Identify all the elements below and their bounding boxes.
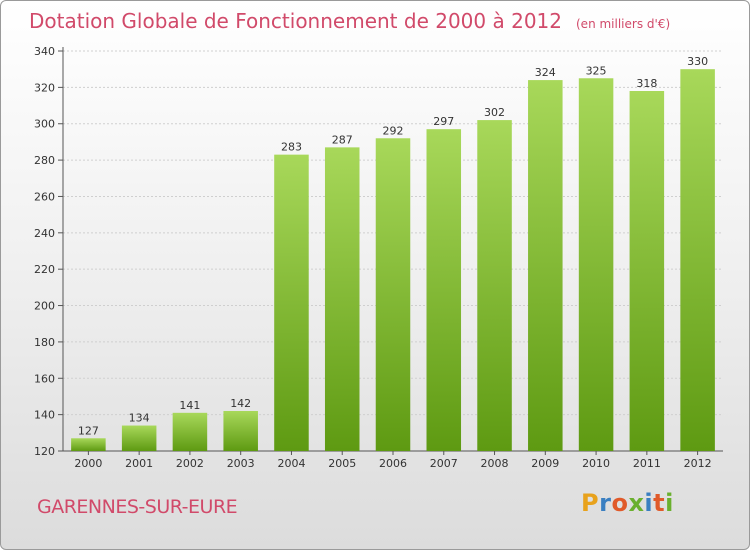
logo-letter: o (611, 489, 629, 517)
logo-letter: r (599, 489, 612, 517)
bar (477, 120, 512, 451)
bar (172, 412, 208, 451)
x-tick-label: 2002 (176, 457, 204, 470)
y-tick-label: 120 (34, 445, 55, 458)
bar-value-label: 302 (484, 106, 505, 119)
bar-value-label: 283 (281, 141, 302, 154)
bar (274, 154, 309, 452)
x-tick-label: 2008 (481, 457, 509, 470)
y-tick-label: 240 (34, 227, 55, 240)
bar-value-label: 287 (332, 133, 353, 146)
town-name: GARENNES-SUR-EURE (37, 496, 238, 518)
y-tick-label: 140 (34, 409, 55, 422)
proxiti-logo: Proxiti (581, 489, 674, 517)
bars (71, 69, 715, 452)
x-tick-label: 2006 (379, 457, 407, 470)
y-tick-label: 280 (34, 154, 55, 167)
bar (71, 438, 106, 451)
bar (578, 78, 614, 451)
bar-value-label: 292 (383, 124, 404, 137)
logo-letter: x (628, 489, 645, 517)
y-tick-label: 220 (34, 263, 55, 276)
bar (375, 138, 411, 452)
x-tick-label: 2012 (684, 457, 712, 470)
bar (528, 80, 563, 451)
y-tick-label: 300 (34, 118, 55, 131)
x-tick-label: 2000 (74, 457, 102, 470)
logo-letter: i (644, 489, 654, 517)
bar-value-label: 324 (535, 66, 556, 79)
y-tick-label: 260 (34, 190, 55, 203)
logo-letter: P (581, 489, 600, 517)
bar-value-label: 127 (78, 424, 99, 437)
bar (680, 69, 715, 451)
labels: 120 140 160 180 200 220 240 260 280 300 320 340 127 2… (34, 45, 712, 470)
x-tick-label: 2010 (582, 457, 610, 470)
x-tick-label: 2011 (633, 457, 661, 470)
title-row: Dotation Globale de Fonctionnement de 20… (29, 9, 670, 33)
x-tick-label: 2003 (227, 457, 255, 470)
logo-letter: t (653, 489, 666, 517)
bar-value-label: 141 (179, 399, 200, 412)
y-tick-label: 160 (34, 372, 55, 385)
y-tick-label: 340 (34, 45, 55, 58)
bar (324, 147, 360, 451)
x-tick-label: 2009 (531, 457, 559, 470)
bar-value-label: 134 (129, 412, 150, 425)
chart-title: Dotation Globale de Fonctionnement de 20… (29, 9, 562, 33)
bar (121, 425, 157, 451)
bar (223, 411, 258, 451)
bar-value-label: 325 (586, 64, 607, 77)
x-tick-label: 2004 (277, 457, 305, 470)
x-tick-label: 2007 (430, 457, 458, 470)
bar (426, 129, 462, 451)
chart-subtitle: (en milliers d'€) (576, 17, 671, 31)
y-tick-label: 180 (34, 336, 55, 349)
bar-value-label: 330 (687, 55, 708, 68)
x-tick-label: 2005 (328, 457, 356, 470)
bar-value-label: 142 (230, 397, 251, 410)
y-tick-label: 200 (34, 300, 55, 313)
bar-value-label: 318 (636, 77, 657, 90)
logo-letter: i (665, 489, 674, 517)
y-tick-label: 320 (34, 81, 55, 94)
bar-value-label: 297 (433, 115, 454, 128)
x-tick-label: 2001 (125, 457, 153, 470)
bar (629, 91, 665, 451)
